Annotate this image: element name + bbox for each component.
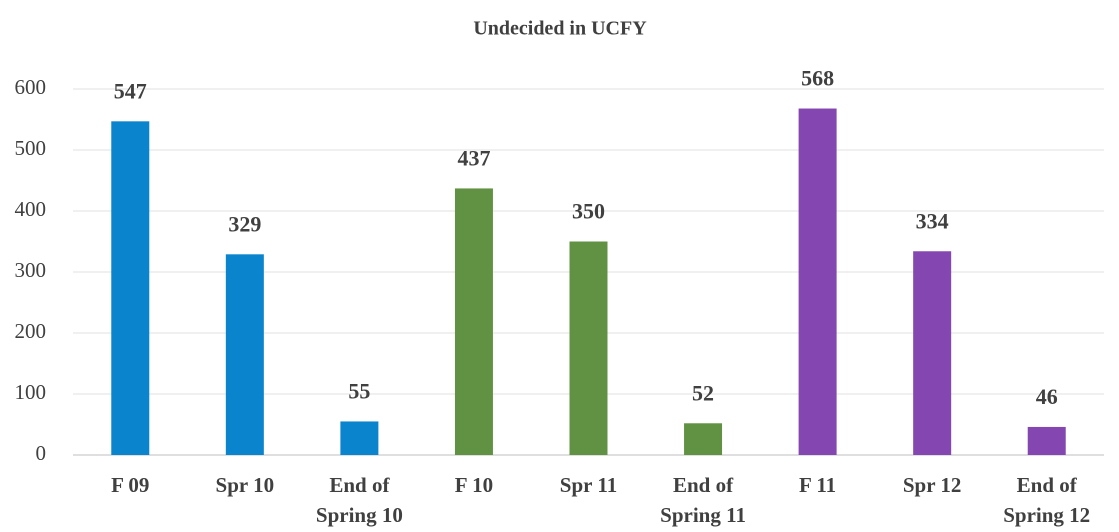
bar — [225, 254, 264, 455]
x-tick-label: F 11 — [799, 473, 836, 497]
y-tick-label: 200 — [15, 319, 47, 343]
y-tick-label: 100 — [15, 380, 47, 404]
data-label: 437 — [457, 145, 490, 170]
data-label: 55 — [348, 378, 370, 403]
chart-title: Undecided in UCFY — [473, 18, 647, 40]
x-tick-label: Spr 12 — [903, 473, 962, 497]
bar — [569, 241, 608, 455]
bar — [798, 108, 837, 456]
bar — [1027, 426, 1066, 455]
data-label: 568 — [801, 66, 834, 91]
x-tick-label: End of Spring 10 — [316, 473, 403, 527]
bar — [454, 188, 493, 455]
y-tick-label: 500 — [15, 136, 47, 160]
x-tick-label: End of Spring 11 — [660, 473, 746, 527]
data-label: 334 — [916, 208, 949, 233]
x-tick-label: F 10 — [455, 473, 493, 497]
bar — [340, 421, 379, 455]
y-tick-label: 0 — [36, 441, 47, 465]
y-tick-label: 600 — [15, 75, 47, 99]
x-tick-label: F 09 — [111, 473, 149, 497]
bar — [684, 423, 723, 455]
data-label: 547 — [114, 78, 147, 103]
bar — [111, 121, 150, 455]
x-tick-label: Spr 10 — [216, 473, 275, 497]
data-label: 350 — [572, 199, 605, 224]
bar — [913, 251, 952, 455]
data-label: 329 — [228, 211, 261, 236]
y-tick-label: 400 — [15, 197, 47, 221]
x-tick-label: End of Spring 12 — [1003, 473, 1090, 527]
x-tick-label: Spr 11 — [560, 473, 617, 497]
y-tick-label: 300 — [15, 258, 47, 282]
data-label: 46 — [1036, 384, 1058, 409]
data-label: 52 — [692, 380, 714, 405]
